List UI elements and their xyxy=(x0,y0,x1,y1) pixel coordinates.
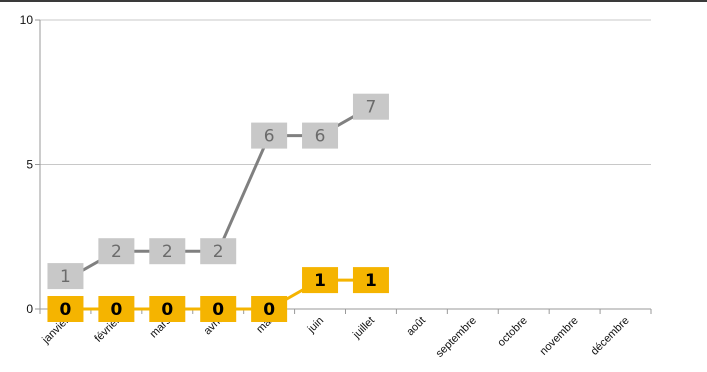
data-label-box xyxy=(47,263,84,290)
top-rule xyxy=(0,0,707,2)
data-label: 6 xyxy=(264,127,275,147)
series: 1 2 2 2 6 6 7 0 0 0 0 0 1 1 xyxy=(47,93,389,322)
data-label-box xyxy=(47,296,84,322)
x-tick-label: décembre xyxy=(589,315,632,358)
data-label-box xyxy=(352,93,389,120)
data-label: 6 xyxy=(315,127,326,147)
data-label-box xyxy=(98,296,135,322)
x-tick-label: juin xyxy=(305,315,326,336)
y-tick-label: 10 xyxy=(20,13,34,27)
data-label: 0 xyxy=(60,300,72,320)
data-label: 2 xyxy=(213,242,224,262)
data-label-box xyxy=(302,267,339,294)
data-label: 0 xyxy=(161,300,173,320)
y-axis-ticks: 0 5 10 xyxy=(20,13,40,316)
y-tick-label: 0 xyxy=(26,302,33,316)
y-tick-label: 5 xyxy=(26,158,33,172)
data-label: 0 xyxy=(263,300,275,320)
x-tick-label: juillet xyxy=(350,315,377,342)
gridlines xyxy=(40,19,651,165)
data-label-box xyxy=(149,296,186,322)
data-label: 7 xyxy=(366,98,377,118)
data-label-box xyxy=(251,122,288,149)
data-label: 1 xyxy=(365,271,377,291)
data-label-box xyxy=(302,122,339,149)
data-label-box xyxy=(200,296,237,322)
data-label-box xyxy=(200,238,237,265)
data-label: 0 xyxy=(212,300,224,320)
data-label: 1 xyxy=(314,271,326,291)
data-label-box xyxy=(98,238,135,265)
data-label: 0 xyxy=(110,300,122,320)
data-label-box xyxy=(352,267,389,294)
data-label: 2 xyxy=(111,242,122,262)
x-tick-label: novembre xyxy=(538,315,581,358)
x-tick-label: septembre xyxy=(434,315,479,360)
data-label-box xyxy=(251,296,288,322)
data-label: 2 xyxy=(162,242,173,262)
data-label: 1 xyxy=(60,267,71,287)
x-tick-label: octobre xyxy=(495,315,529,349)
data-label-box xyxy=(149,238,186,265)
x-tick-label: août xyxy=(404,315,428,339)
